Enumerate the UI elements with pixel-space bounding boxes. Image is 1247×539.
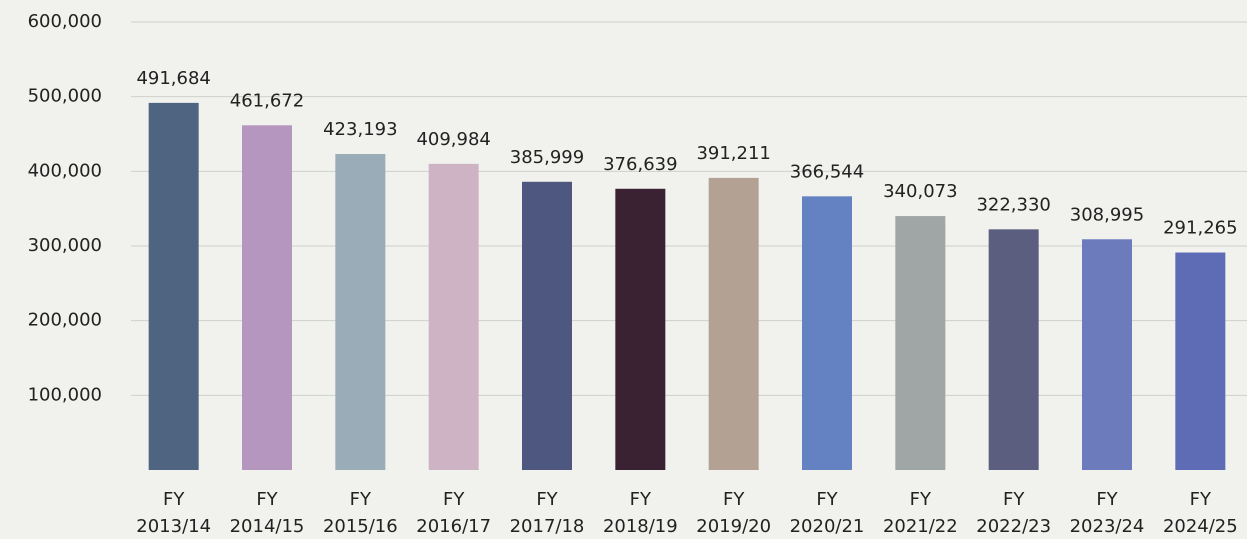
value-label: 291,265 [1163, 218, 1237, 239]
value-label: 308,995 [1070, 204, 1144, 225]
value-label: 409,984 [416, 129, 490, 150]
x-tick-label: FY 2014/15 [229, 489, 305, 537]
x-tick-label: FY 2021/22 [882, 489, 958, 537]
y-tick-label: 100,000 [28, 384, 102, 405]
value-label: 461,672 [230, 90, 304, 111]
x-tick-label: FY 2024/25 [1162, 489, 1238, 537]
x-tick-label: FY 2017/18 [509, 489, 585, 537]
value-label: 340,073 [883, 181, 957, 202]
bar [615, 188, 666, 470]
bar [522, 181, 572, 470]
value-label: 391,211 [696, 143, 770, 164]
bar [148, 102, 199, 470]
y-tick-label: 200,000 [28, 310, 102, 331]
value-label: 366,544 [790, 161, 864, 182]
value-label: 376,639 [603, 154, 677, 175]
value-label: 385,999 [510, 147, 584, 168]
bar [802, 196, 852, 470]
bar [708, 177, 759, 470]
bar [895, 216, 946, 470]
x-tick-label: FY 2013/14 [136, 489, 212, 537]
bar [1082, 239, 1132, 470]
bar [1175, 252, 1226, 470]
y-tick-label: 500,000 [28, 86, 102, 107]
x-tick-label: FY 2015/16 [322, 489, 398, 537]
x-tick-label: FY 2018/19 [602, 489, 678, 537]
value-label: 322,330 [976, 194, 1050, 215]
bar [335, 154, 386, 470]
x-tick-label: FY 2020/21 [789, 489, 865, 537]
y-tick-label: 400,000 [28, 160, 102, 181]
bar [242, 125, 292, 470]
value-label: 491,684 [136, 68, 210, 89]
y-tick-label: 300,000 [28, 235, 102, 256]
x-tick-label: FY 2019/20 [696, 489, 772, 537]
x-tick-label: FY 2016/17 [416, 489, 492, 537]
bar [428, 163, 479, 471]
value-label: 423,193 [323, 119, 397, 140]
bar [988, 229, 1039, 470]
y-tick-label: 600,000 [28, 11, 102, 32]
x-tick-label: FY 2022/23 [976, 489, 1052, 537]
x-tick-label: FY 2023/24 [1069, 489, 1145, 537]
